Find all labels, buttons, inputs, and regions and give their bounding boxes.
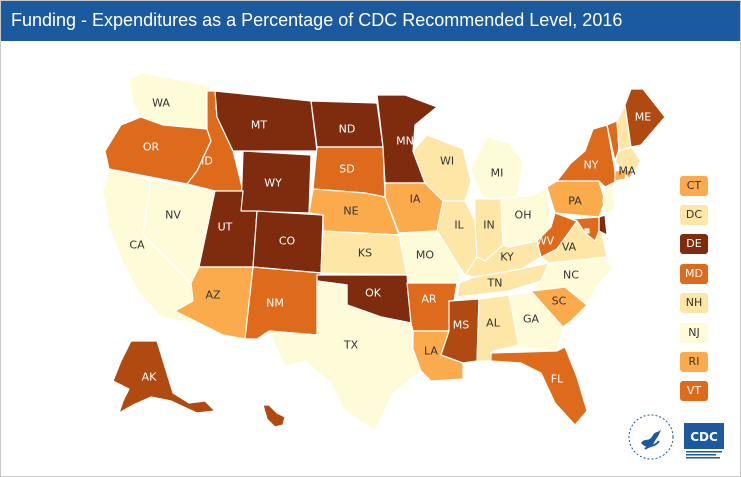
- label-GA: GA: [523, 313, 540, 326]
- label-KS: KS: [358, 247, 372, 260]
- label-AL: AL: [486, 317, 501, 330]
- label-TN: TN: [487, 277, 503, 290]
- label-LA: LA: [424, 345, 438, 358]
- label-SD: SD: [339, 163, 354, 176]
- label-WY: WY: [264, 177, 282, 190]
- cdc-logo-text: CDC: [690, 430, 718, 444]
- label-TX: TX: [343, 339, 359, 352]
- label-NY: NY: [584, 159, 599, 172]
- label-IA: IA: [410, 193, 421, 206]
- label-MS: MS: [453, 319, 469, 332]
- legend-item-RI[interactable]: RI: [680, 352, 708, 372]
- state-MI[interactable]: [470, 136, 524, 200]
- legend-item-CT[interactable]: CT: [680, 176, 708, 196]
- label-WI: WI: [440, 155, 454, 168]
- label-CO: CO: [279, 235, 296, 248]
- label-OR: OR: [143, 141, 160, 154]
- label-MT: MT: [251, 119, 267, 132]
- label-AR: AR: [421, 293, 437, 306]
- title-bar: Funding - Expenditures as a Percentage o…: [1, 1, 740, 41]
- label-MI: MI: [491, 167, 504, 180]
- label-PA: PA: [568, 195, 582, 208]
- legend-item-DC[interactable]: DC: [680, 205, 708, 225]
- legend-item-NH[interactable]: NH: [680, 293, 708, 313]
- label-ME: ME: [635, 111, 651, 124]
- state-AK[interactable]: [112, 340, 216, 414]
- cdc-logo: CDC: [684, 423, 724, 463]
- label-ID: ID: [201, 155, 213, 168]
- label-SC: SC: [552, 295, 567, 308]
- us-map: WA OR CA NV ID MT WY UT AZ CO NM ND SD N…: [102, 72, 666, 432]
- label-OH: OH: [515, 209, 532, 222]
- state-WI[interactable]: [412, 134, 472, 202]
- state-FL[interactable]: [490, 346, 588, 426]
- label-OK: OK: [365, 287, 382, 300]
- state-NJ[interactable]: [602, 186, 616, 216]
- label-CA: CA: [129, 239, 145, 252]
- label-KY: KY: [500, 251, 514, 264]
- label-NV: NV: [165, 209, 181, 222]
- map-title: Funding - Expenditures as a Percentage o…: [11, 10, 623, 30]
- state-TX[interactable]: [268, 280, 422, 432]
- legend-item-VT[interactable]: VT: [680, 381, 708, 401]
- state-DE[interactable]: [598, 214, 608, 236]
- state-NY[interactable]: [556, 124, 622, 188]
- label-MO: MO: [416, 249, 434, 262]
- state-CT[interactable]: [614, 168, 628, 182]
- state-DC[interactable]: [584, 228, 590, 234]
- legend-item-NJ[interactable]: NJ: [680, 323, 708, 343]
- state-MA[interactable]: [614, 146, 642, 174]
- legend-item-DE[interactable]: DE: [680, 234, 708, 254]
- label-AZ: AZ: [205, 289, 221, 302]
- label-IN: IN: [483, 219, 494, 232]
- label-IL: IL: [454, 219, 464, 232]
- legend-item-MD[interactable]: MD: [680, 264, 708, 284]
- label-UT: UT: [218, 221, 233, 234]
- label-MA: MA: [618, 165, 635, 178]
- label-NE: NE: [343, 205, 358, 218]
- label-WA: WA: [152, 97, 170, 110]
- label-MN: MN: [396, 135, 414, 148]
- label-NM: NM: [266, 297, 284, 310]
- hhs-seal-logo: [628, 414, 674, 460]
- label-ND: ND: [339, 123, 356, 136]
- label-WV: WV: [536, 235, 555, 248]
- label-FL: FL: [551, 373, 564, 386]
- label-NC: NC: [563, 269, 579, 282]
- state-HI[interactable]: [262, 404, 286, 428]
- label-AK: AK: [142, 371, 158, 384]
- label-VA: VA: [562, 241, 577, 254]
